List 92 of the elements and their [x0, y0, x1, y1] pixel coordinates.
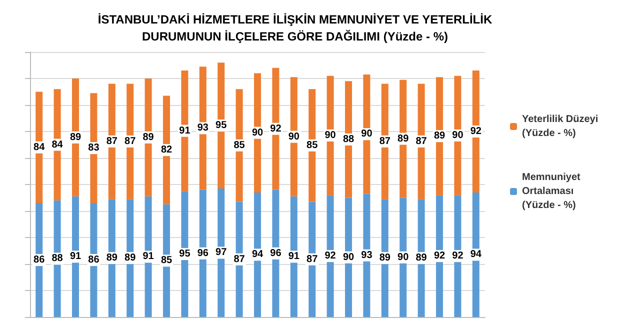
bar — [472, 70, 480, 192]
bar — [436, 77, 443, 196]
data-label: 88 — [342, 134, 354, 145]
bar — [454, 195, 462, 317]
bar — [218, 188, 225, 317]
bar — [326, 195, 334, 317]
bar — [108, 199, 116, 317]
data-label: 86 — [88, 254, 100, 266]
bar — [363, 194, 370, 317]
data-label: 94 — [470, 249, 482, 260]
bar — [181, 191, 188, 317]
data-label: 83 — [88, 142, 100, 154]
data-label: 90 — [324, 130, 336, 141]
data-label: 96 — [197, 248, 209, 259]
legend-label: Memnuniyet Ortalaması (Yüzde - %) — [522, 172, 582, 211]
data-label: 88 — [52, 253, 64, 264]
bar — [54, 200, 61, 317]
data-label: 94 — [252, 249, 264, 260]
data-label: 84 — [52, 139, 64, 150]
data-label: 92 — [324, 250, 336, 262]
bar — [326, 76, 334, 196]
data-label: 86 — [34, 254, 46, 266]
data-label: 93 — [197, 122, 209, 134]
data-label: 95 — [216, 120, 228, 132]
bar — [381, 199, 388, 317]
bar — [290, 196, 298, 317]
data-label: 89 — [70, 132, 82, 143]
chart-title: İSTANBUL’DAKİ HİZMETLERE İLİŞKİN MEMNUNİYET VE YETERLİLİK DURUMUNUN İLÇELERE GÖRE DAĞILIMI (Yüzde - %) — [98, 12, 492, 44]
data-label: 91 — [288, 251, 300, 262]
bar — [181, 70, 188, 192]
legend-label: Yeterlilik Düzeyi (Yüzde - %) — [522, 114, 598, 139]
data-label: 90 — [252, 127, 264, 138]
bar — [254, 192, 261, 317]
bar — [345, 198, 352, 317]
data-label: 92 — [470, 126, 482, 137]
data-label: 96 — [270, 248, 282, 259]
data-label: 85 — [234, 140, 246, 151]
bar — [400, 198, 407, 317]
bar — [199, 190, 206, 317]
data-label: 89 — [124, 252, 136, 264]
data-label: 87 — [234, 254, 246, 265]
data-label: 89 — [434, 130, 446, 142]
data-label: 93 — [361, 250, 373, 261]
data-label: 91 — [179, 125, 191, 136]
data-label: 89 — [142, 132, 154, 143]
bar — [418, 199, 425, 317]
data-label: 89 — [379, 252, 391, 264]
data-label: 87 — [416, 136, 428, 147]
data-label: 82 — [160, 144, 172, 156]
data-label: 85 — [160, 255, 172, 266]
bar — [436, 195, 443, 317]
bar — [72, 196, 79, 317]
data-label: 87 — [106, 136, 118, 147]
data-label: 90 — [361, 128, 373, 140]
data-label: 91 — [70, 251, 82, 262]
bar — [290, 77, 298, 196]
bar — [36, 203, 43, 317]
data-label: 87 — [124, 136, 136, 147]
bar — [236, 202, 243, 317]
data-label: 85 — [306, 140, 318, 151]
bar — [472, 192, 480, 317]
data-label: 90 — [452, 130, 464, 141]
bar — [363, 74, 370, 194]
data-label: 89 — [398, 133, 410, 144]
data-label: 92 — [434, 250, 446, 262]
bar — [345, 81, 352, 198]
data-label: 92 — [270, 123, 282, 134]
bar — [272, 68, 280, 190]
data-label: 90 — [288, 131, 300, 142]
data-label: 90 — [342, 252, 354, 263]
data-label: 95 — [179, 248, 191, 260]
data-label: 90 — [398, 252, 410, 263]
bar — [72, 78, 79, 196]
data-label: 91 — [142, 251, 154, 262]
bar — [144, 78, 152, 196]
bar — [400, 80, 407, 198]
data-label: 87 — [306, 254, 318, 265]
bar — [272, 190, 280, 317]
bar — [199, 66, 206, 190]
data-label: 84 — [34, 142, 46, 153]
bar — [218, 62, 225, 188]
data-label: 89 — [416, 252, 428, 264]
bar — [454, 76, 462, 196]
bar — [254, 73, 261, 192]
bar — [90, 203, 98, 317]
data-label: 87 — [379, 136, 391, 147]
bar — [126, 199, 134, 317]
bar — [144, 196, 152, 317]
data-label: 92 — [452, 250, 464, 262]
bar — [308, 202, 316, 317]
data-label: 97 — [216, 247, 228, 258]
data-label: 89 — [106, 252, 118, 264]
